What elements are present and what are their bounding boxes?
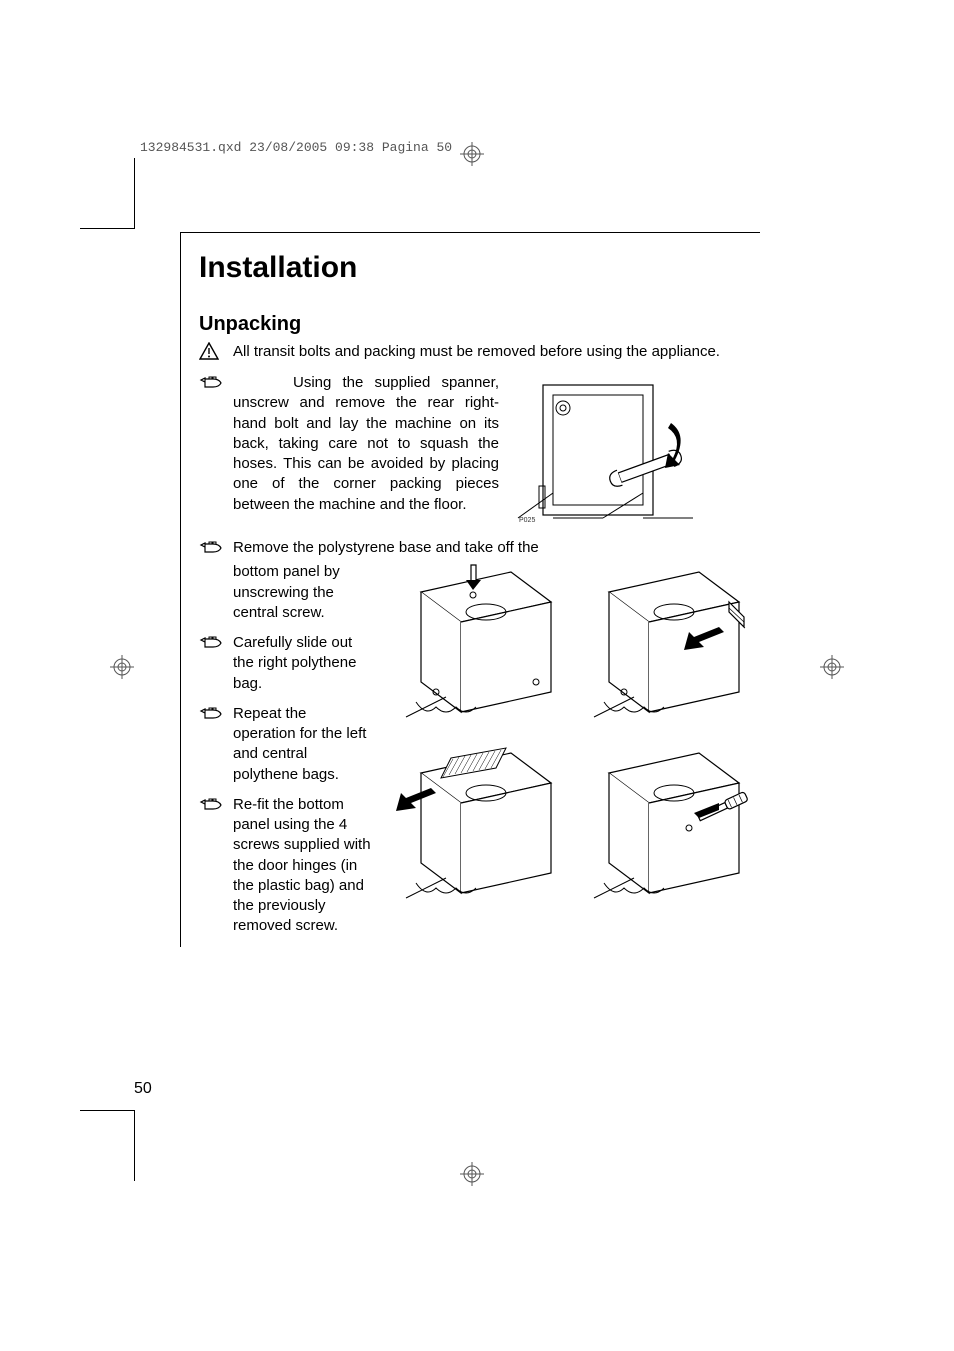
registration-mark-icon <box>460 142 484 166</box>
prepress-header: 132984531.qxd 23/08/2005 09:38 Pagina 50 <box>140 140 452 155</box>
pointing-hand-icon <box>199 540 233 561</box>
content-frame: Installation Unpacking All transit bolts… <box>180 232 760 947</box>
pointing-hand-icon <box>199 797 233 818</box>
step-1-text: Using the supplied spanner, unscrew and … <box>233 373 499 515</box>
step-4-text: Repeat the operation for the left and ce… <box>233 704 371 785</box>
step-2-continuation: bottom panel by unscrewing the central s… <box>199 562 371 623</box>
pointing-hand-icon <box>199 375 233 396</box>
registration-mark-icon <box>820 655 844 679</box>
step-2-lead: Remove the polystyrene base and take off… <box>233 538 539 558</box>
crop-mark <box>80 228 135 229</box>
crop-mark <box>134 1111 135 1181</box>
step-5-text: Re-fit the bottom panel using the 4 scre… <box>233 795 371 937</box>
warning-text: All transit bolts and packing must be re… <box>233 342 720 362</box>
warning-triangle-icon <box>199 342 233 365</box>
figure-1-label: P025 <box>519 517 535 524</box>
page-number: 50 <box>134 1080 152 1098</box>
warning-row: All transit bolts and packing must be re… <box>199 342 760 365</box>
figure-3 <box>569 562 749 732</box>
figure-2 <box>381 562 561 732</box>
crop-mark <box>80 1110 135 1111</box>
pointing-hand-icon <box>199 635 233 656</box>
figure-4 <box>381 743 561 913</box>
registration-mark-icon <box>110 655 134 679</box>
step-3-text: Carefully slide out the right polythene … <box>233 633 371 694</box>
figure-1: P025 <box>513 373 698 528</box>
pointing-hand-icon <box>199 706 233 727</box>
section-title: Unpacking <box>199 313 760 336</box>
page-title: Installation <box>199 251 760 285</box>
crop-mark <box>134 158 135 228</box>
registration-mark-icon <box>460 1162 484 1186</box>
figure-5 <box>569 743 749 913</box>
